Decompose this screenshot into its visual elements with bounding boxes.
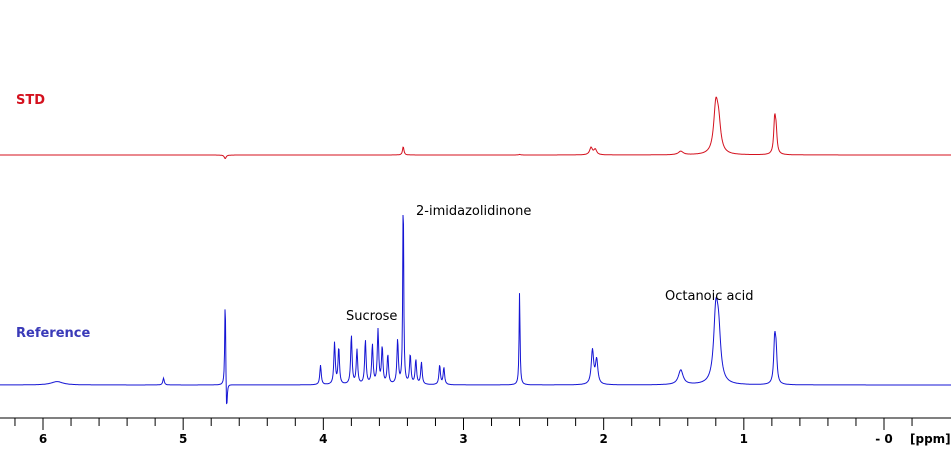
- tick-label: 3: [459, 432, 467, 446]
- series-label-reference: Reference: [16, 326, 90, 341]
- annotation-octanoic-acid: Octanoic acid: [665, 289, 754, 304]
- std-spectrum-line: [0, 96, 951, 160]
- tick-label: 2: [599, 432, 607, 446]
- tick-label: 6: [39, 432, 47, 446]
- tick-label: 1: [740, 432, 748, 446]
- tick-label: 5: [179, 432, 187, 446]
- annotation-2-imidazolidinone: 2-imidazolidinone: [416, 204, 531, 219]
- x-axis-tick-labels: 6 5 4 3 2 1 - 0: [39, 432, 893, 446]
- tick-label: 4: [319, 432, 327, 446]
- annotation-sucrose: Sucrose: [346, 309, 397, 324]
- series-label-std: STD: [16, 93, 45, 108]
- x-axis-ticks: [14, 418, 913, 430]
- tick-label: - 0: [875, 432, 893, 446]
- reference-spectrum-line: [0, 214, 951, 405]
- x-axis-unit-label: [ppm]: [910, 432, 951, 446]
